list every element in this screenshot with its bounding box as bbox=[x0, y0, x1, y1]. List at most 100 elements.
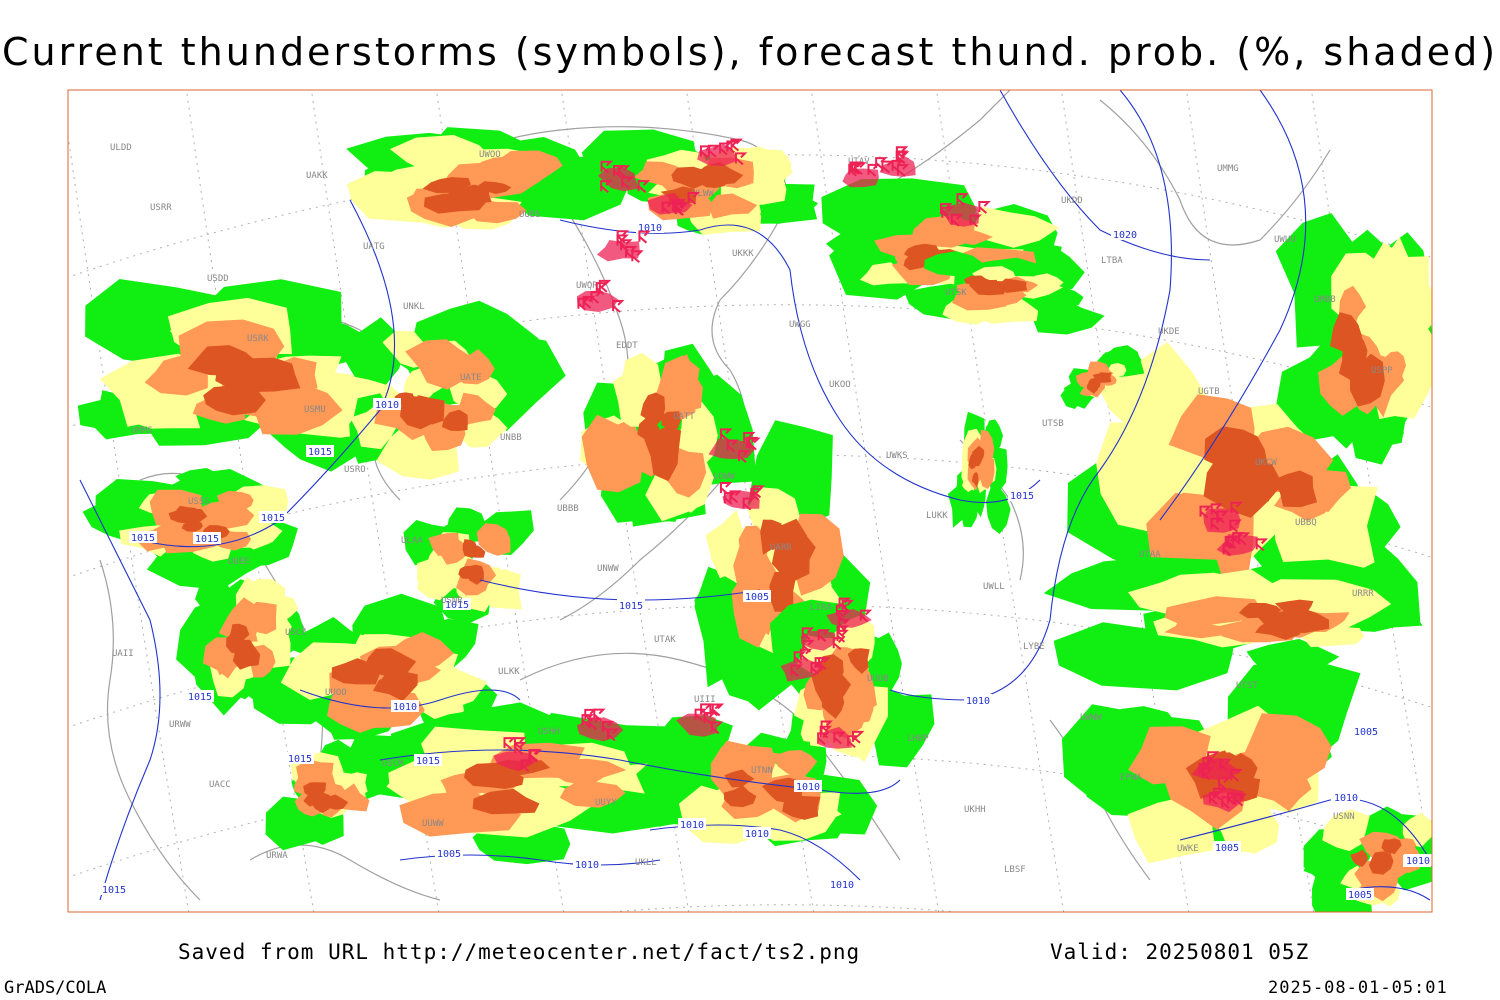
station-label: UWGG bbox=[789, 320, 811, 330]
isobar-label: 1015 bbox=[445, 600, 469, 611]
isobar-label: 1015 bbox=[131, 533, 155, 544]
station-label: UKLL bbox=[635, 858, 657, 868]
thunderstorm-area bbox=[941, 202, 980, 227]
prob-very-high-area bbox=[331, 658, 381, 685]
storm-cluster bbox=[780, 648, 831, 682]
isobar-label-bg bbox=[414, 754, 442, 766]
station-label: UATE bbox=[460, 373, 482, 383]
isobar-label-bg bbox=[1213, 841, 1241, 853]
thunderstorm-symbol bbox=[978, 201, 991, 214]
isobar-label-bg bbox=[1111, 228, 1139, 240]
station-label: UWOO bbox=[479, 150, 501, 160]
thunderstorm-symbol bbox=[709, 703, 722, 717]
thunderstorm-area bbox=[697, 144, 736, 166]
prob-very-high-area bbox=[458, 566, 473, 579]
station-label: UUWW bbox=[422, 819, 444, 829]
prob-low-area bbox=[266, 318, 369, 367]
isobar-label-bg bbox=[193, 532, 221, 544]
station-label: UARR bbox=[770, 543, 792, 553]
station-label: UKCW bbox=[1255, 458, 1277, 468]
thunderstorm-symbol bbox=[734, 152, 748, 166]
prob-very-high-area bbox=[1383, 838, 1402, 855]
thunderstorm-symbol bbox=[838, 597, 852, 611]
thunderstorm-area bbox=[816, 726, 852, 749]
thunderstorm-area bbox=[1191, 757, 1238, 780]
station-label: USRR bbox=[150, 203, 172, 213]
isobar-label-bg bbox=[1352, 725, 1380, 737]
prob-very-high-area bbox=[1098, 372, 1112, 383]
isobars: 1010 1020 1010 1015 1015 1015 1015 1015 1015 1010… bbox=[79, 90, 1432, 901]
station-label: USNR bbox=[441, 596, 463, 606]
isobar-line bbox=[79, 479, 161, 901]
station-label: UKOO bbox=[829, 380, 851, 390]
prob-very-high-area bbox=[769, 571, 797, 612]
thunderstorm-symbol bbox=[687, 192, 700, 205]
thunderstorm-symbol bbox=[1218, 777, 1231, 791]
isobar-label-bg bbox=[636, 221, 664, 233]
thunderstorm-symbol bbox=[748, 437, 761, 451]
station-label: LIRA bbox=[810, 603, 832, 613]
isobar-label-bg bbox=[391, 700, 419, 712]
isobar-label: 1005 bbox=[1354, 727, 1378, 738]
storm-cluster bbox=[939, 193, 991, 228]
station-label: URWW bbox=[169, 720, 191, 730]
isobar-label-bg bbox=[573, 858, 601, 870]
prob-very-high-area bbox=[671, 166, 713, 189]
prob-high-area bbox=[476, 523, 511, 556]
prob-high-area bbox=[947, 230, 993, 245]
prob-very-high-area bbox=[637, 411, 660, 441]
prob-low-area bbox=[986, 486, 1011, 534]
prob-very-high-area bbox=[168, 508, 208, 524]
isobar-label: 1005 bbox=[1215, 843, 1239, 854]
station-label: UNKL bbox=[403, 302, 425, 312]
station-label: UWLL bbox=[983, 582, 1005, 592]
isobar-label: 1015 bbox=[619, 601, 643, 612]
thunderstorm-symbol bbox=[752, 485, 765, 499]
station-label: UKHH bbox=[964, 805, 986, 815]
station-label: LYBE bbox=[1023, 642, 1045, 652]
isobar-label: 1010 bbox=[638, 223, 662, 234]
thunderstorm-symbol bbox=[638, 230, 651, 244]
prob-high-area bbox=[581, 414, 646, 493]
prob-very-high-area bbox=[445, 184, 492, 204]
prob-very-high-area bbox=[441, 409, 468, 431]
isobar-label-bg bbox=[443, 598, 471, 610]
prob-low-area bbox=[519, 181, 593, 214]
thunderstorm-area bbox=[676, 713, 718, 737]
storm-cluster bbox=[676, 703, 725, 737]
prob-high-area bbox=[840, 657, 877, 715]
station-label: UNWW bbox=[597, 564, 619, 574]
thunderstorm-area bbox=[708, 438, 755, 460]
station-label: UBBQ bbox=[1295, 518, 1317, 528]
thunderstorm-symbol bbox=[637, 180, 651, 193]
isobar-label: 1015 bbox=[288, 754, 312, 765]
isobar-label: 1020 bbox=[1113, 230, 1137, 241]
station-label: UTST bbox=[1236, 681, 1258, 691]
isobar-label-bg bbox=[828, 878, 856, 890]
prob-very-high-area bbox=[661, 411, 681, 431]
prob-high-area bbox=[731, 560, 779, 648]
station-label: USRO bbox=[344, 465, 366, 475]
prob-mid-area bbox=[1247, 579, 1392, 633]
station-label: UUOO bbox=[325, 688, 347, 698]
storm-symbols bbox=[493, 138, 1269, 813]
prob-very-high-area bbox=[203, 385, 266, 416]
prob-very-high-area bbox=[847, 648, 870, 674]
prob-very-high-area bbox=[325, 794, 349, 810]
station-label: UWKE bbox=[1177, 844, 1199, 854]
isobar-label: 1015 bbox=[188, 692, 212, 703]
prob-very-high-area bbox=[1342, 332, 1368, 371]
prob-high-area bbox=[493, 150, 563, 182]
probability-shading bbox=[77, 127, 1432, 912]
prob-very-high-area bbox=[971, 472, 979, 488]
storm-cluster bbox=[816, 720, 865, 749]
isobar-label-bg bbox=[794, 780, 822, 792]
prob-high-area bbox=[327, 688, 393, 733]
station-label: UTAK bbox=[654, 635, 676, 645]
isobar-label: 1010 bbox=[966, 696, 990, 707]
prob-very-high-area bbox=[1350, 353, 1385, 407]
station-label: EPWA bbox=[1120, 773, 1142, 783]
station-label: UKDE bbox=[1158, 327, 1180, 337]
station-label: UTAA bbox=[1139, 550, 1161, 560]
prob-high-area bbox=[1383, 351, 1406, 387]
